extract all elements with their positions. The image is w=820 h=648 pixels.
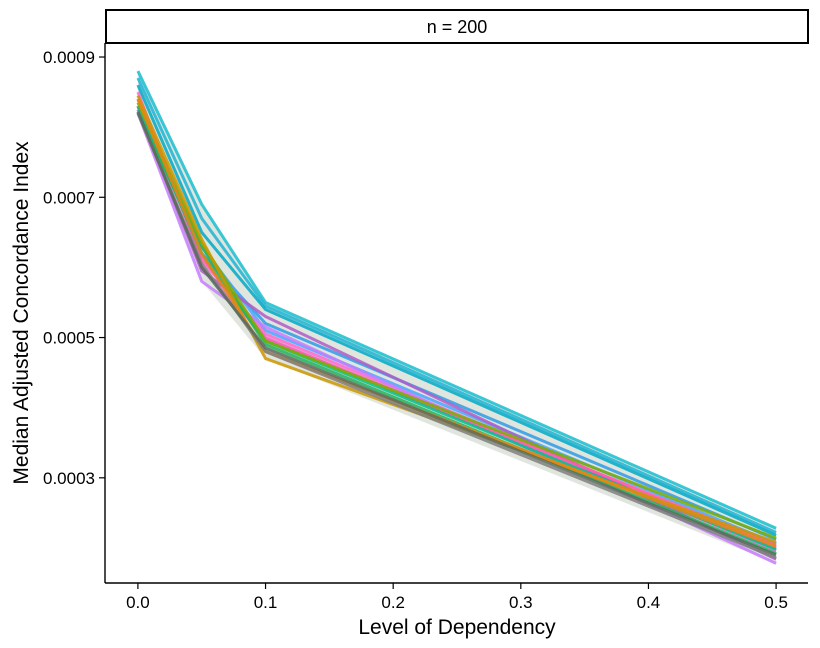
series-line-7 [136, 105, 777, 553]
series-line-17 [136, 111, 777, 557]
y-tick-label: 0.0007 [43, 188, 95, 207]
series-line-1 [136, 70, 777, 530]
y-tick-label: 0.0003 [43, 469, 95, 488]
y-axis-title: Median Adjusted Concordance Index [10, 141, 33, 485]
y-tick-label: 0.0005 [43, 329, 95, 348]
series-lines-layer [136, 70, 777, 565]
facet-strip [105, 9, 809, 44]
x-tick-label: 0.0 [126, 593, 150, 612]
series-line-10 [136, 98, 777, 547]
x-tick-label: 0.5 [764, 593, 788, 612]
series-line-11 [136, 105, 777, 551]
x-tick-label: 0.2 [381, 593, 405, 612]
series-line-6 [136, 91, 777, 550]
x-axis-ticks: 0.0 0.1 0.2 0.3 0.4 0.5 [126, 583, 788, 612]
series-line-15 [136, 98, 777, 548]
x-tick-label: 0.4 [637, 593, 661, 612]
series-line-2 [136, 77, 777, 534]
y-axis-ticks: 0.0003 0.0005 0.0007 0.0009 [43, 48, 105, 488]
facet-strip-label: n = 200 [427, 17, 488, 37]
series-line-5 [136, 105, 777, 546]
series-line-13 [136, 101, 777, 540]
x-tick-label: 0.1 [254, 593, 278, 612]
x-tick-label: 0.3 [509, 593, 533, 612]
y-tick-label: 0.0009 [43, 48, 95, 67]
x-axis-title: Level of Dependency [358, 616, 556, 639]
series-line-3 [136, 84, 777, 537]
